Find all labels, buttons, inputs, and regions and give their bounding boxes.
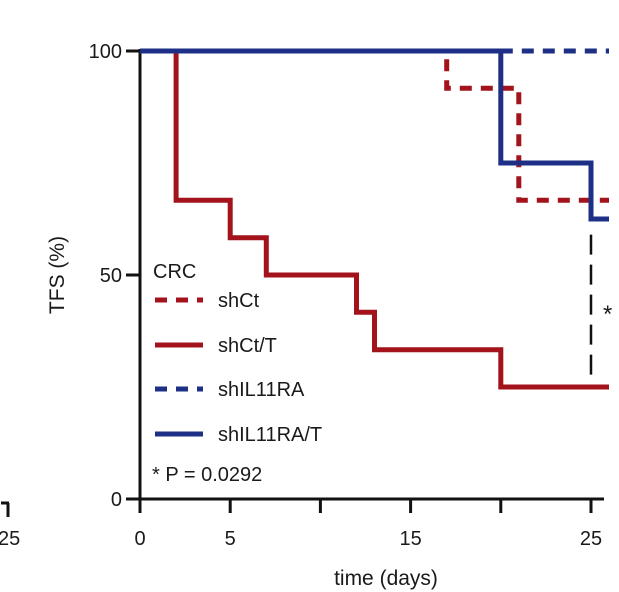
axes: 0 50 100 0 5 15 25 bbox=[1, 41, 604, 550]
legend-label-shil11ra: shIL11RA bbox=[218, 379, 305, 401]
legend-label-shct: shCt bbox=[218, 290, 260, 312]
y-axis-label: TFS (%) bbox=[46, 236, 69, 314]
y-tick-label-100: 100 bbox=[89, 41, 122, 63]
x-tick-label-25: 25 bbox=[580, 528, 602, 550]
y-tick-label-50: 50 bbox=[100, 265, 122, 287]
series-shil11ra-t bbox=[140, 48, 609, 222]
legend-title: CRC bbox=[153, 261, 196, 283]
x-tick-label-15: 15 bbox=[399, 528, 421, 550]
x-tick-label-5: 5 bbox=[225, 528, 236, 550]
series-layer bbox=[140, 48, 609, 390]
legend-label-shil11ra-t: shIL11RA/T bbox=[218, 424, 322, 446]
series-shct bbox=[140, 48, 609, 203]
x-tick-label-0: 0 bbox=[134, 528, 145, 550]
y-tick-label-0: 0 bbox=[111, 489, 122, 511]
x-axis-label: time (days) bbox=[334, 567, 438, 590]
series-shct-t bbox=[173, 51, 609, 390]
legend: shCt shCt/T shIL11RA shIL11RA/T bbox=[155, 290, 322, 446]
p-value-annotation: * P = 0.0292 bbox=[152, 464, 262, 486]
legend-label-shct-t: shCt/T bbox=[218, 335, 277, 357]
left-fragment-tick-label: 25 bbox=[0, 528, 20, 550]
significance-marker: * bbox=[603, 301, 612, 328]
labels: TFS (%) time (days) * P = 0.0292 * CRC 2… bbox=[0, 236, 612, 590]
